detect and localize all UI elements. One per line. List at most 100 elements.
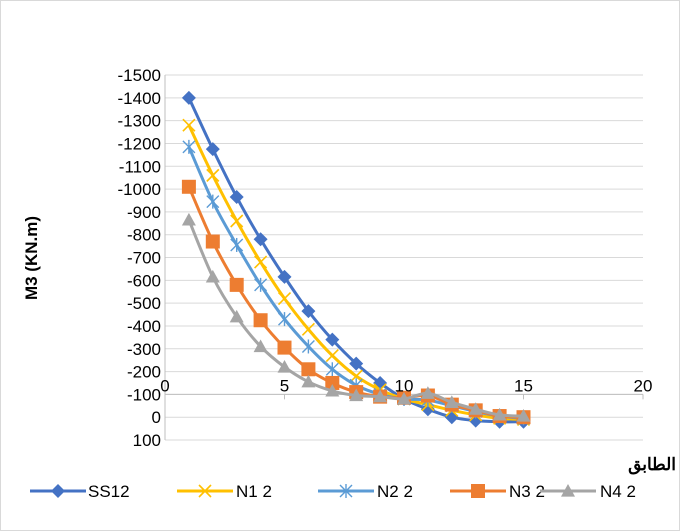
data-point [325,375,340,390]
data-point [561,484,575,497]
data-point [181,212,196,226]
series-lines [181,90,531,429]
y-axis-title: M3 (KN.m) [22,216,41,300]
data-point [325,383,340,397]
y-tick-label: -900 [127,203,161,222]
legend-item: N4 2 [540,482,636,501]
y-tick-label: 0 [152,408,161,427]
data-point [229,309,244,323]
data-point [349,388,364,402]
y-tick-label: -400 [127,317,161,336]
data-point [278,312,291,327]
legend-label: N4 2 [600,482,636,501]
data-point [339,484,353,498]
x-tick-label: 20 [634,376,653,395]
data-point [373,389,388,403]
y-tick-label: -1000 [118,180,161,199]
data-point [301,362,316,377]
marker-stroke [325,349,339,363]
y-tick-label: -300 [127,340,161,359]
data-point [230,237,244,252]
data-point [301,304,316,319]
legend-item: N3 2 [450,482,545,501]
y-tick-label: -1200 [118,134,161,153]
data-point [205,234,220,249]
marker-stroke [206,168,220,182]
data-point [182,139,196,154]
data-point [516,409,531,422]
tick-labels: 1000-100-200-300-400-500-600-700-800-900… [118,66,653,450]
data-point [205,269,220,283]
marker-stroke [301,322,315,336]
data-point [277,360,292,373]
data-point [301,374,316,388]
data-point [301,339,315,354]
y-tick-label: -600 [127,271,161,290]
data-point [181,179,196,194]
data-point [206,168,220,182]
data-point [254,255,268,269]
y-tick-label: -1300 [118,112,161,131]
legend-item: N2 2 [318,482,413,501]
data-point [468,402,483,415]
marker-stroke [277,291,292,306]
data-point [277,340,292,355]
data-point [198,484,212,498]
marker-stroke [349,369,363,383]
marker-stroke [198,484,212,498]
data-point [301,322,315,336]
data-point [205,142,220,157]
x-tick-label: 15 [514,376,533,395]
data-point [325,362,339,377]
legend: SS12 N1 2 N2 2 N3 2 N4 2 [30,482,636,501]
data-point [254,277,268,292]
y-tick-label: -500 [127,294,161,313]
legend-label: N3 2 [509,482,545,501]
data-point [253,313,268,328]
data-point [277,291,292,306]
legend-item: SS12 [30,482,130,501]
legend-label: SS12 [88,482,130,501]
x-tick-label: 10 [395,376,414,395]
y-tick-label: -1400 [118,89,161,108]
data-point [229,277,244,292]
series-line [187,97,524,424]
legend-label: N1 2 [236,482,272,501]
y-tick-label: -1500 [118,66,161,85]
data-point [397,391,411,405]
data-point [51,484,65,498]
marker-stroke [182,118,196,132]
y-tick-label: -800 [127,226,161,245]
data-point [349,356,364,371]
data-point [181,90,196,105]
marker-stroke [230,214,244,228]
marker-stroke [254,255,268,269]
data-point [492,407,507,421]
legend-item: N1 2 [177,482,272,501]
y-tick-label: 100 [133,431,161,450]
series-ss12 [181,90,531,429]
data-point [471,484,485,498]
data-point [253,232,268,247]
y-tick-label: -700 [127,249,161,268]
data-point [444,395,459,408]
data-point [349,369,363,383]
data-point [325,349,339,363]
y-tick-label: -200 [127,363,161,382]
data-point [325,332,340,347]
data-point [230,214,244,228]
data-point [206,194,220,209]
x-axis-title: الطابق [628,455,676,475]
data-point [229,190,244,205]
data-point [182,118,196,132]
legend-label: N2 2 [377,482,413,501]
data-point [253,339,268,353]
data-point [420,386,435,399]
data-point [277,269,292,284]
y-tick-label: -1100 [119,157,161,176]
y-tick-label: -100 [127,385,161,404]
x-tick-label: 0 [160,376,169,395]
series-n4-2 [181,212,531,422]
